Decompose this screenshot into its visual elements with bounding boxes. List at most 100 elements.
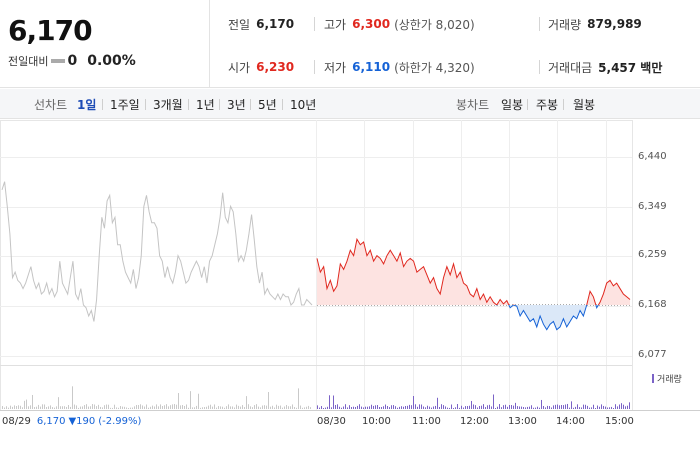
volume-bar — [238, 405, 239, 409]
volume-bar — [48, 406, 49, 409]
volume-bar — [397, 407, 398, 409]
volume-legend-label: 거래량 — [657, 375, 682, 385]
period-1d[interactable]: 1일 — [77, 98, 97, 112]
prev-day-change: ▼190 — [68, 416, 96, 427]
volume-bar — [258, 406, 259, 409]
volume-bar — [335, 404, 336, 409]
volume-bar — [112, 407, 113, 409]
volume-bar — [148, 407, 149, 409]
volume-bar — [26, 399, 27, 409]
volume-bar — [252, 407, 253, 409]
volume-bar — [294, 407, 295, 409]
period-3m[interactable]: 3개월 — [153, 98, 183, 112]
volume-bar — [617, 406, 618, 409]
flat-change-icon — [51, 59, 66, 63]
volume-bar — [290, 406, 291, 409]
volume-bar — [6, 406, 7, 409]
volume-bar — [409, 404, 410, 409]
volume-bar — [224, 407, 225, 409]
volume-bar — [435, 405, 436, 409]
volume-bar — [196, 405, 197, 409]
volume-bar — [262, 405, 263, 409]
volume-bar — [487, 405, 488, 409]
volume-bar — [162, 406, 163, 409]
volume-bar — [286, 404, 287, 409]
volume-bar — [128, 407, 129, 409]
volume-bar — [34, 407, 35, 409]
volume-bar — [16, 406, 17, 409]
volume-bar — [178, 393, 179, 409]
volume-bar — [182, 404, 183, 409]
volume-bar — [511, 405, 512, 409]
volume-bar — [108, 404, 109, 409]
volume-bar — [254, 405, 255, 409]
volume-bar — [419, 404, 420, 409]
volume-bar — [371, 404, 372, 409]
volume-bar — [399, 406, 400, 409]
volume-bar — [559, 405, 560, 409]
volume-bar — [32, 394, 33, 409]
x-tick: 10:00 — [362, 416, 391, 427]
volume-bar — [505, 404, 506, 409]
volume-bar — [331, 407, 332, 409]
volume-bar — [278, 405, 279, 409]
volume-bar — [537, 406, 538, 409]
volume-bar — [18, 405, 19, 409]
candle-daily[interactable]: 일봉 — [501, 98, 524, 112]
period-5y[interactable]: 5년 — [258, 98, 277, 112]
volume-bar — [361, 406, 362, 409]
stat-high: 고가 6,300 (상한가 8,020) — [324, 16, 475, 32]
volume-bar — [28, 406, 29, 409]
stat-value: 879,989 — [587, 17, 642, 31]
period-3y[interactable]: 3년 — [227, 98, 246, 112]
volume-bar — [425, 407, 426, 409]
divider — [188, 99, 189, 110]
volume-bar — [92, 404, 93, 409]
volume-bar — [429, 406, 430, 409]
volume-bar — [184, 405, 185, 409]
volume-bar — [280, 405, 281, 409]
volume-bar — [387, 406, 388, 409]
volume-bar — [473, 404, 474, 409]
volume-bar — [501, 407, 502, 409]
volume-bar — [347, 407, 348, 409]
price-chart[interactable]: 6,440 6,349 6,259 6,168 6,077 거래량 08/29 … — [0, 120, 700, 450]
volume-bar — [42, 404, 43, 409]
volume-bar — [611, 406, 612, 409]
volume-bar — [232, 406, 233, 409]
volume-bar — [463, 407, 464, 409]
up-area — [317, 239, 630, 306]
period-1w[interactable]: 1주일 — [110, 98, 140, 112]
volume-bar — [327, 406, 328, 409]
volume-bar — [541, 399, 542, 409]
period-1y[interactable]: 1년 — [196, 98, 215, 112]
volume-bar — [415, 404, 416, 409]
volume-bar — [64, 406, 65, 409]
volume-bar — [427, 405, 428, 409]
volume-bar — [170, 405, 171, 409]
period-10y[interactable]: 10년 — [290, 98, 317, 112]
divider — [102, 99, 103, 110]
volume-bar — [601, 404, 602, 409]
volume-bar — [615, 404, 616, 409]
candle-weekly[interactable]: 주봉 — [536, 98, 559, 112]
volume-bar — [80, 406, 81, 409]
stat-open: 시가 6,230 — [228, 59, 294, 75]
volume-bar — [499, 404, 500, 409]
volume-bar — [589, 407, 590, 409]
volume-bar — [116, 407, 117, 409]
volume-bar — [90, 406, 91, 409]
candle-monthly[interactable]: 월봉 — [573, 98, 596, 112]
volume-bar — [619, 404, 620, 409]
volume-bar — [268, 392, 269, 409]
period-toolbar: 선차트 1일 1주일 3개월 1년 3년 5년 10년 봉차트 일봉 주봉 월봉 — [0, 89, 700, 119]
volume-bar — [421, 404, 422, 409]
volume-bar — [50, 405, 51, 409]
volume-bar — [94, 404, 95, 409]
stat-label: 저가 — [324, 60, 347, 75]
divider — [145, 99, 146, 110]
volume-bar — [36, 406, 37, 409]
volume-bar — [465, 406, 466, 409]
volume-bar — [132, 407, 133, 409]
volume-bar — [58, 397, 59, 409]
